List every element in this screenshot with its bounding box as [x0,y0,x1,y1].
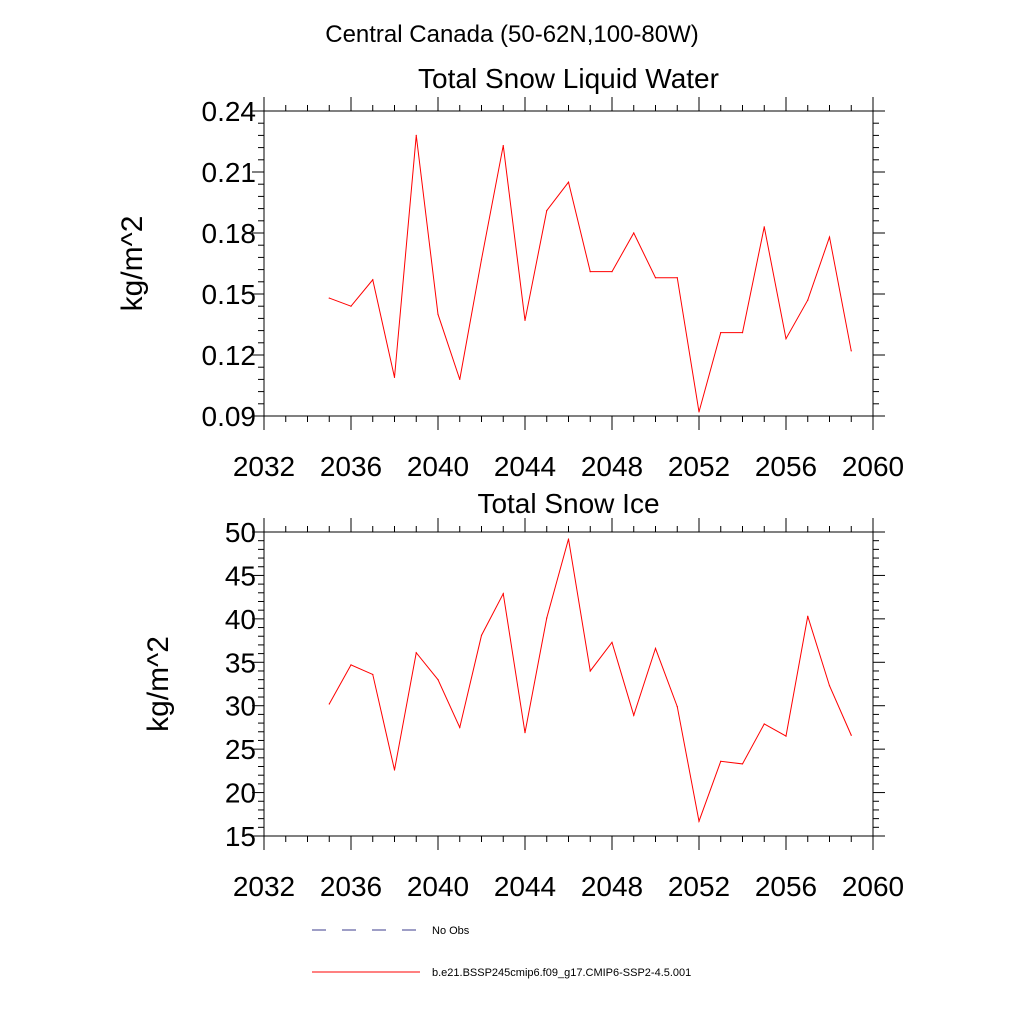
data-point [459,378,461,380]
data-point [611,641,613,643]
data-point [676,277,678,279]
x-tick-label: 2048 [581,871,643,902]
y-axis-label: kg/m^2 [142,636,175,732]
data-point [372,279,374,281]
data-point [480,634,483,636]
data-point [350,305,352,307]
y-tick-label: 0.12 [202,340,257,371]
data-point [785,338,787,340]
x-tick-label: 2048 [581,451,643,482]
data-point [328,297,330,299]
x-tick-label: 2052 [668,451,730,482]
series-line [328,538,852,824]
y-tick-label: 0.21 [202,157,257,188]
data-point [415,652,417,654]
data-point [459,726,461,729]
data-point [567,181,570,183]
data-point [654,647,657,649]
data-point [633,714,635,716]
data-point [393,769,396,771]
x-tick-label: 2060 [842,451,904,482]
data-point [807,615,809,617]
data-point [567,538,570,540]
plot-frame [263,110,874,417]
data-point [611,271,613,273]
data-point [785,735,787,737]
panel-snow-ice: Total Snow Ice 15 20 25 30 35 40 45 50 2032 2036 20… [142,488,904,902]
data-point [502,593,504,595]
x-tick-label: 2036 [320,871,382,902]
x-tick-label: 2032 [233,451,295,482]
y-tick-label: 45 [225,560,256,591]
data-point [350,664,352,666]
y-tick-label: 35 [225,647,256,678]
y-tick-label: 0.09 [202,401,257,432]
data-point [546,617,548,619]
data-point [828,236,831,238]
data-point [437,679,439,681]
data-point [807,299,809,301]
data-point [437,313,439,315]
data-point [763,723,765,725]
panel-title: Total Snow Ice [477,488,659,519]
data-point [415,134,417,136]
data-point [720,332,722,334]
series-line [329,135,852,413]
data-point [546,210,548,212]
data-point [720,760,722,762]
y-tick-label: 0.18 [202,218,257,249]
x-tick-label: 2032 [233,871,295,902]
data-point [850,734,852,736]
figure-suptitle: Central Canada (50-62N,100-80W) [325,21,699,48]
data-point [633,232,635,234]
x-tick-label: 2040 [407,871,469,902]
y-tick-label: 50 [225,517,256,548]
x-tick-label: 2036 [320,451,382,482]
y-tick-label: 30 [225,691,256,722]
data-point [850,350,852,352]
y-tick-label: 0.15 [202,279,257,310]
y-tick-label: 15 [225,821,256,852]
x-tick-label: 2056 [755,451,817,482]
data-point [698,820,700,822]
y-axis-label: kg/m^2 [116,216,149,312]
data-point [828,685,831,687]
legend-label-model: b.e21.BSSP245cmip6.f09_g17.CMIP6-SSP2-4.… [432,967,691,979]
panel-title: Total Snow Liquid Water [418,63,719,94]
data-point [676,705,678,708]
data-point [654,277,657,279]
data-point [741,332,744,334]
panel-snow-liquid-water: Total Snow Liquid Water 0.09 0.12 0.15 0.18 0… [116,63,904,482]
data-point [393,376,396,378]
data-point [524,319,526,322]
data-point [524,732,526,734]
x-tick-label: 2044 [494,451,556,482]
data-point [589,670,591,672]
legend: No Obs b.e21.BSSP245cmip6.f09_g17.CMIP6-S… [312,925,691,979]
x-tick-label: 2056 [755,871,817,902]
data-point [372,673,374,676]
data-point [502,144,504,147]
x-tick-label: 2052 [668,871,730,902]
data-point [328,703,330,705]
x-tick-label: 2044 [494,871,556,902]
y-tick-label: 25 [225,734,256,765]
plot-frame [263,531,874,837]
data-point [741,763,744,765]
data-point [698,411,700,413]
x-tick-label: 2060 [842,871,904,902]
data-point [589,271,591,273]
x-tick-label: 2040 [407,451,469,482]
data-point [763,226,765,228]
legend-label-obs: No Obs [432,925,470,937]
y-tick-label: 0.24 [202,96,257,127]
y-tick-label: 40 [225,604,256,635]
data-point [480,258,483,261]
y-tick-label: 20 [225,778,256,809]
